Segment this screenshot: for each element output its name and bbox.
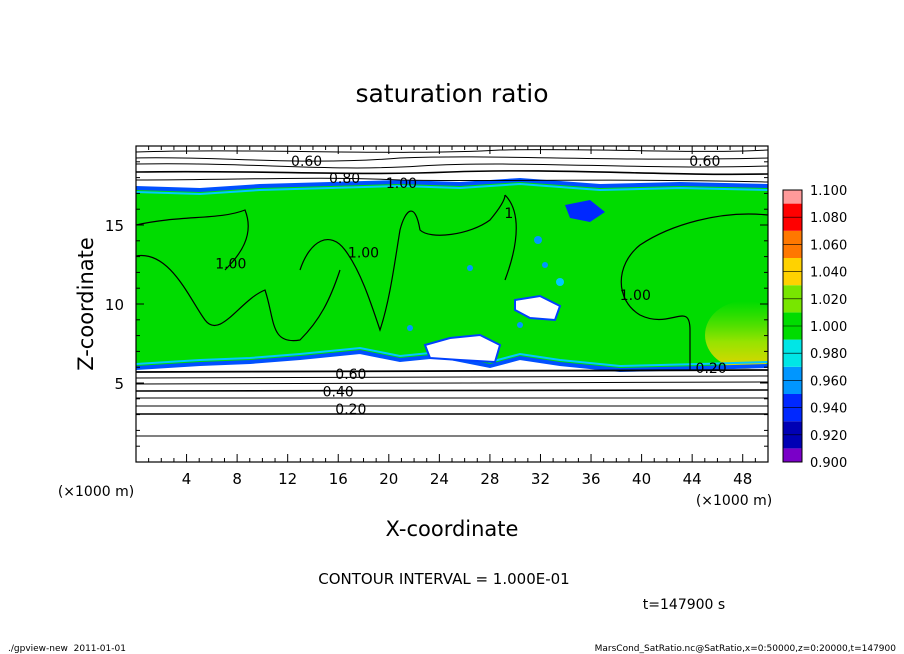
x-tick-label: 8	[232, 470, 242, 488]
time-label: t=147900 s	[643, 597, 725, 613]
y-tick-label: 10	[105, 296, 124, 314]
contours-upper	[136, 149, 768, 183]
contour-label: 1	[504, 206, 513, 222]
x-unit-right: (×1000 m)	[696, 493, 772, 509]
footer-left: ./gpview-new 2011-01-01	[8, 644, 126, 654]
y-axis-ticks: 5 10 15	[105, 161, 768, 447]
x-tick-label: 24	[430, 470, 449, 488]
footer-right: MarsCond_SatRatio.nc@SatRatio,x=0:50000,…	[595, 644, 897, 654]
dry-speck	[517, 322, 523, 328]
contour-label: 0.60	[689, 154, 720, 170]
contour-label: 0.60	[335, 367, 366, 383]
chart-title: saturation ratio	[355, 79, 548, 108]
colorbar-label: 1.080	[810, 211, 847, 226]
y-tick-label: 15	[105, 217, 124, 235]
contour-label: 0.20	[335, 402, 366, 418]
contour-label: 0.80	[329, 171, 360, 187]
y-axis-label: Z-coordinate	[74, 237, 98, 371]
contour-label: 0.20	[696, 361, 727, 377]
contour-label: 1.00	[386, 176, 417, 192]
dry-speck	[407, 325, 413, 331]
contour-label: 0.60	[291, 154, 322, 170]
x-axis-label: X-coordinate	[386, 517, 519, 541]
x-axis-ticks: 4 8 12 16 20 24 28 32 36 40 44 48	[148, 146, 756, 488]
contour-label: 1.00	[348, 245, 379, 261]
dry-patch	[565, 200, 605, 222]
contours-cloud	[136, 194, 768, 370]
dry-speck	[542, 262, 548, 268]
x-tick-label: 4	[182, 470, 192, 488]
colorbar-segment	[783, 190, 802, 204]
contour-labels: 0.600.80 1.000.601.001.001.0010.600.400.2…	[215, 154, 727, 418]
dry-patch	[514, 294, 562, 322]
dry-speck	[556, 278, 564, 286]
x-unit-left: (×1000 m)	[58, 484, 134, 500]
colorbar-label: 1.100	[810, 184, 847, 199]
x-tick-label: 48	[733, 470, 752, 488]
dry-speck	[534, 236, 542, 244]
contour-label: 0.40	[323, 384, 354, 400]
colorbar-label: 0.900	[810, 456, 847, 471]
colorbar-label: 1.000	[810, 320, 847, 335]
contours-lower	[136, 369, 768, 437]
dry-patch	[423, 333, 502, 364]
colorbar-label: 0.980	[810, 347, 847, 362]
saturated-layer	[136, 180, 768, 370]
colorbar-label: 0.960	[810, 374, 847, 389]
dry-speck	[467, 265, 473, 271]
colorbar-label: 1.020	[810, 293, 847, 308]
x-tick-label: 12	[278, 470, 297, 488]
y-tick-label: 5	[114, 375, 124, 393]
x-tick-label: 40	[632, 470, 651, 488]
x-tick-label: 16	[329, 470, 348, 488]
x-tick-label: 28	[480, 470, 499, 488]
x-tick-label: 20	[379, 470, 398, 488]
x-tick-label: 32	[531, 470, 550, 488]
plot-area	[136, 146, 768, 462]
contour-label: 1.00	[620, 288, 651, 304]
contour-label: 1.00	[215, 257, 246, 273]
warm-region	[705, 301, 768, 369]
x-tick-label: 44	[683, 470, 702, 488]
x-tick-label: 36	[581, 470, 600, 488]
contour-interval: CONTOUR INTERVAL = 1.000E-01	[318, 570, 569, 588]
colorbar-label: 1.040	[810, 266, 847, 281]
colorbar-label: 0.920	[810, 429, 847, 444]
colorbar: 0.900 0.920 0.940 0.960 0.980 1.000 1.020 1.040…	[782, 184, 847, 471]
upper-boundary-band-cyan	[136, 182, 768, 196]
upper-boundary-band	[136, 177, 768, 193]
colorbar-segment	[783, 448, 802, 462]
colorbar-label: 1.060	[810, 238, 847, 253]
colorbar-label: 0.940	[810, 402, 847, 417]
